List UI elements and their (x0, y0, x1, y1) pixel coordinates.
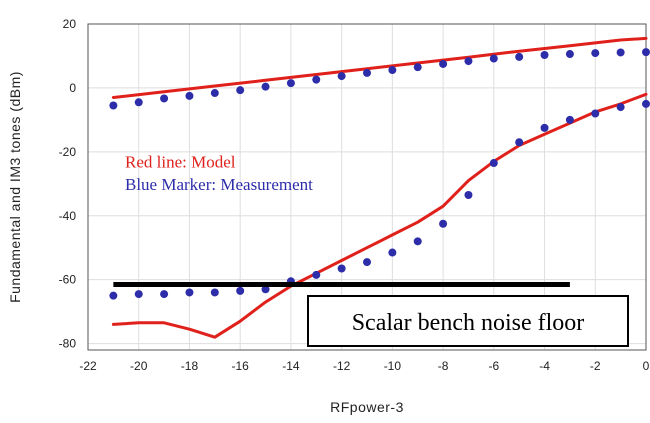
measurement-marker (185, 288, 194, 297)
measurement-marker (134, 290, 143, 299)
y-axis-ticks: 20 0 -20 -40 -60 -80 (59, 17, 77, 351)
x-tick-label: -12 (333, 359, 351, 373)
measurement-marker (261, 82, 270, 91)
measurement-marker (363, 68, 371, 77)
measurement-marker (388, 248, 397, 257)
x-tick-label: -6 (488, 359, 499, 373)
y-axis-label: Fundamental and IM3 tones (dBm) (7, 71, 23, 303)
x-axis-ticks: -22 -20 -18 -16 -14 -12 -10 -8 -6 -4 -2 0 (79, 359, 649, 373)
measurement-marker (515, 138, 524, 147)
legend-measurement: Blue Marker: Measurement (125, 175, 313, 194)
y-tick-label: 20 (63, 17, 77, 31)
measurement-marker (565, 115, 574, 124)
measurement-marker (439, 59, 448, 68)
x-tick-label: -8 (438, 359, 449, 373)
measurement-marker (591, 49, 600, 58)
x-tick-label: -2 (590, 359, 601, 373)
measurement-marker (464, 190, 473, 199)
measurement-marker (185, 91, 194, 100)
y-tick-label: -40 (59, 209, 77, 223)
y-tick-label: -80 (59, 337, 77, 351)
x-tick-label: -18 (181, 359, 199, 373)
measurement-marker (565, 50, 574, 59)
measurement-marker (616, 103, 625, 112)
measurement-marker (210, 288, 219, 297)
measurement-marker (236, 86, 245, 95)
measurement-marker (109, 291, 118, 300)
y-tick-label: -20 (59, 145, 77, 159)
measurement-marker (109, 101, 118, 110)
measurement-marker (439, 219, 448, 228)
y-tick-label: 0 (69, 81, 76, 95)
noise-floor-box (307, 295, 629, 347)
x-tick-label: -22 (79, 359, 97, 373)
measurement-marker (363, 258, 371, 267)
measurement-marker (515, 52, 524, 61)
measurement-marker (160, 290, 169, 299)
measurement-marker (413, 63, 422, 72)
measurement-marker (413, 237, 422, 246)
measurement-marker (134, 98, 143, 107)
measurement-marker (591, 109, 600, 118)
measurement-marker (337, 264, 346, 273)
noise-floor-label: Scalar bench noise floor (352, 310, 585, 336)
x-tick-label: 0 (643, 359, 650, 373)
measurement-marker (210, 89, 219, 98)
x-axis-label: RFpower-3 (330, 399, 404, 415)
x-tick-label: -16 (232, 359, 250, 373)
x-tick-label: -10 (384, 359, 402, 373)
legend-model: Red line: Model (125, 152, 236, 171)
x-tick-label: -4 (539, 359, 550, 373)
model-line (111, 36, 648, 99)
measurement-marker (642, 99, 650, 108)
measurement-marker (388, 66, 397, 75)
measurement-marker (540, 123, 549, 132)
measurement-marker (616, 48, 625, 57)
measurement-marker (642, 48, 650, 57)
measurement-marker (286, 79, 295, 88)
measurement-marker (312, 270, 321, 279)
y-tick-label: -60 (59, 273, 77, 287)
measurement-marker (540, 51, 549, 60)
measurement-marker (312, 75, 321, 84)
measurement-marker (261, 285, 270, 294)
x-tick-label: -20 (130, 359, 148, 373)
measurement-marker (464, 57, 473, 66)
measurement-marker (337, 72, 346, 81)
series-layer (109, 36, 650, 339)
plot-frame (87, 23, 647, 351)
measurement-marker (236, 286, 245, 295)
x-tick-label: -14 (282, 359, 300, 373)
measurement-marker (489, 159, 498, 168)
measurement-marker (489, 54, 498, 63)
model-line (111, 92, 648, 339)
measurement-marker (160, 94, 169, 103)
